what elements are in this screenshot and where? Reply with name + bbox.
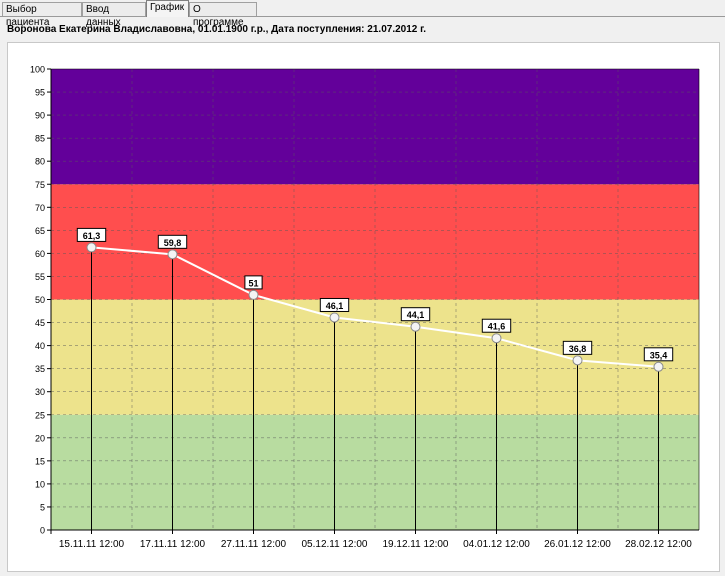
patient-info: Воронова Екатерина Владиславовна, 01.01.…	[7, 24, 427, 35]
y-tick-label: 55	[35, 272, 45, 282]
x-tick-label-bg	[133, 537, 212, 550]
x-tick-label: 04.01.12 12:00	[463, 539, 530, 550]
tab-chart[interactable]: График	[146, 0, 189, 17]
y-tick-label: 70	[35, 203, 45, 213]
data-point	[410, 321, 421, 332]
data-point	[653, 361, 664, 372]
y-tick-label: 95	[35, 88, 45, 98]
x-tick-label: 19.12.11 12:00	[383, 539, 449, 550]
y-tick-label: 25	[35, 410, 45, 420]
tab-strip-border	[0, 16, 725, 17]
data-label-box	[76, 227, 107, 242]
data-point	[167, 249, 178, 260]
x-tick-label-bg	[538, 537, 617, 550]
y-tick-label: 80	[35, 157, 45, 167]
chart-panel: 0 5 10 15 20 25 30 35 40 45 50 55 60 65 70 75 80 85 90 95 10…	[7, 42, 720, 572]
tab-about[interactable]: О программе	[189, 2, 257, 28]
x-tick-label-bg	[619, 537, 698, 550]
y-tick-label: 30	[35, 387, 45, 397]
y-tick-label: 0	[40, 526, 45, 536]
data-label-box	[319, 297, 350, 312]
data-label: 36,8	[569, 344, 587, 354]
data-label-box	[157, 234, 188, 249]
x-tick-label: 15.11.11 12:00	[59, 539, 125, 550]
progress-chart: 0 5 10 15 20 25 30 35 40 45 50 55 60 65 70 75 80 85 90 95 10…	[30, 65, 700, 550]
data-label-box	[643, 347, 674, 362]
data-label-box	[481, 318, 512, 333]
data-label: 61,3	[83, 231, 101, 241]
data-label: 35,4	[650, 350, 668, 360]
y-tick-label: 60	[35, 249, 45, 259]
y-tick-label: 90	[35, 111, 45, 121]
tab-data-entry[interactable]: Ввод данных	[82, 2, 146, 28]
data-point	[491, 333, 502, 344]
x-tick-label: 26.01.12 12:00	[544, 539, 611, 550]
x-tick-label: 05.12.11 12:00	[302, 539, 368, 550]
x-tick-label: 17.11.11 12:00	[140, 539, 206, 550]
x-tick-label: 28.02.12 12:00	[625, 539, 692, 550]
y-tick-label: 10	[35, 479, 45, 489]
data-label-box	[244, 275, 263, 290]
y-tick-label: 50	[35, 295, 45, 305]
y-tick-label: 20	[35, 433, 45, 443]
data-label-box	[400, 307, 431, 322]
data-label: 44,1	[407, 310, 425, 320]
data-label: 59,8	[164, 238, 182, 248]
y-tick-label: 75	[35, 180, 45, 190]
x-tick-label: 27.11.11 12:00	[221, 539, 287, 550]
y-tick-label: 40	[35, 341, 45, 351]
data-label: 41,6	[488, 322, 506, 332]
y-tick-label: 35	[35, 364, 45, 374]
y-tick-label: 85	[35, 134, 45, 144]
tab-bar: Выбор пациента Ввод данных График О прог…	[0, 0, 725, 28]
y-tick-label: 15	[35, 456, 45, 466]
tab-patient-select[interactable]: Выбор пациента	[2, 2, 82, 28]
x-tick-label-bg	[295, 537, 374, 550]
y-tick-label: 100	[30, 65, 45, 75]
y-tick-label: 65	[35, 226, 45, 236]
x-tick-label-bg	[376, 537, 455, 550]
x-tick-label-bg	[52, 537, 131, 550]
x-tick-label-bg	[457, 537, 536, 550]
data-point	[86, 242, 97, 253]
data-point	[329, 312, 340, 323]
series-line	[91, 246, 659, 368]
y-tick-label: 45	[35, 318, 45, 328]
data-point	[572, 355, 583, 366]
data-label: 46,1	[326, 301, 344, 311]
data-point	[248, 289, 259, 300]
x-tick-label-bg	[214, 537, 293, 550]
data-label: 51	[248, 278, 258, 288]
y-tick-label: 5	[40, 502, 45, 512]
data-label-box	[562, 340, 593, 355]
